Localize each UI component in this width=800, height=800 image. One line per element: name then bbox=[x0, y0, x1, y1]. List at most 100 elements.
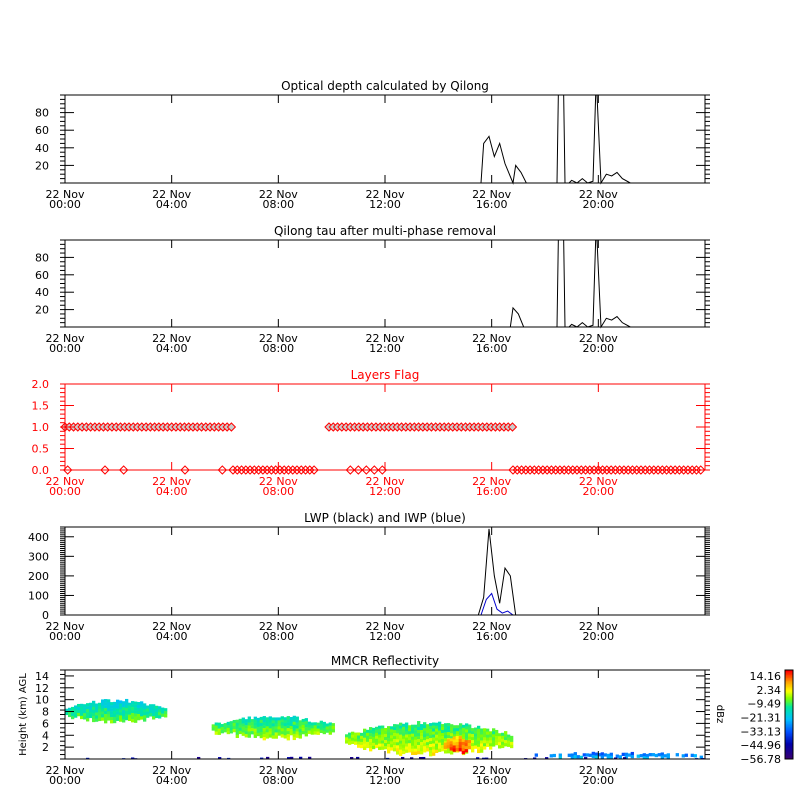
reflectivity-cell bbox=[241, 717, 245, 721]
reflectivity-cell bbox=[510, 741, 514, 746]
reflectivity-cell bbox=[116, 711, 120, 715]
reflectivity-cell bbox=[223, 726, 227, 730]
reflectivity-cell bbox=[241, 720, 245, 724]
reflectivity-cell bbox=[444, 738, 448, 742]
reflectivity-cell bbox=[474, 739, 478, 743]
reflectivity-cell bbox=[259, 719, 263, 724]
flag-marker bbox=[623, 465, 633, 475]
reflectivity-cell bbox=[393, 736, 397, 740]
reflectivity-cell bbox=[393, 739, 397, 743]
reflectivity-cell bbox=[247, 722, 251, 726]
reflectivity-cell bbox=[423, 722, 427, 726]
reflectivity-cell bbox=[438, 736, 442, 740]
reflectivity-cell bbox=[441, 730, 445, 734]
reflectivity-cell bbox=[304, 733, 308, 737]
reflectivity-field bbox=[65, 698, 705, 759]
reflectivity-cell bbox=[435, 725, 439, 729]
reflectivity-cell bbox=[110, 702, 114, 706]
reflectivity-cell bbox=[429, 741, 433, 745]
flag-marker bbox=[228, 465, 238, 475]
reflectivity-cell bbox=[92, 715, 96, 720]
reflectivity-cell bbox=[356, 756, 360, 759]
reflectivity-cell bbox=[125, 701, 129, 706]
flag-marker bbox=[516, 465, 527, 475]
reflectivity-cell bbox=[161, 707, 165, 711]
x-tick-label: 16:00 bbox=[476, 485, 508, 498]
panel-4: LWP (black) and IWP (blue)01002003004002… bbox=[28, 511, 710, 643]
reflectivity-cell bbox=[83, 710, 87, 714]
reflectivity-cell bbox=[396, 739, 400, 743]
reflectivity-cell bbox=[444, 723, 448, 727]
colorbar-tick-label: 2.34 bbox=[757, 684, 782, 697]
reflectivity-cell bbox=[345, 737, 349, 741]
reflectivity-cell bbox=[232, 719, 236, 724]
reflectivity-cell bbox=[486, 743, 490, 747]
reflectivity-cell bbox=[298, 729, 302, 733]
reflectivity-cell bbox=[393, 733, 397, 737]
reflectivity-cell bbox=[432, 722, 436, 726]
reflectivity-cell bbox=[492, 740, 496, 744]
reflectivity-cell bbox=[498, 736, 502, 740]
reflectivity-cell bbox=[104, 720, 108, 724]
reflectivity-cell bbox=[262, 731, 266, 735]
reflectivity-cell bbox=[274, 720, 278, 724]
reflectivity-cell bbox=[401, 756, 405, 759]
flag-marker bbox=[309, 465, 319, 475]
panel-title: Layers Flag bbox=[351, 368, 420, 382]
flag-marker bbox=[670, 465, 680, 475]
reflectivity-cell bbox=[420, 736, 424, 740]
y-axis: 20 40 60 80 bbox=[35, 94, 710, 184]
x-tick-label: 22 Nov bbox=[472, 620, 511, 633]
reflectivity-cell bbox=[331, 723, 335, 727]
reflectivity-cell bbox=[283, 726, 287, 730]
reflectivity-cell bbox=[307, 730, 311, 734]
reflectivity-cell bbox=[65, 711, 69, 716]
reflectivity-cell bbox=[426, 736, 430, 740]
reflectivity-cell bbox=[98, 705, 102, 710]
reflectivity-cell bbox=[86, 718, 90, 722]
reflectivity-cell bbox=[271, 732, 275, 736]
reflectivity-cell bbox=[458, 742, 462, 746]
reflectivity-cell bbox=[74, 711, 78, 715]
reflectivity-cell bbox=[455, 735, 459, 740]
reflectivity-cell bbox=[226, 730, 230, 735]
reflectivity-cell bbox=[449, 744, 453, 748]
reflectivity-cell bbox=[125, 707, 129, 712]
x-tick-label: 22 Nov bbox=[579, 620, 618, 633]
reflectivity-cell bbox=[483, 728, 487, 732]
reflectivity-cell bbox=[244, 731, 248, 735]
reflectivity-cell bbox=[594, 755, 598, 759]
colorbar-swatch bbox=[785, 754, 793, 757]
reflectivity-cell bbox=[504, 737, 508, 741]
reflectivity-cell bbox=[301, 730, 305, 735]
reflectivity-cell bbox=[471, 746, 475, 750]
x-tick-label: 22 Nov bbox=[366, 475, 405, 488]
colorbar-swatch bbox=[785, 671, 793, 674]
reflectivity-cell bbox=[423, 749, 427, 753]
reflectivity-cell bbox=[447, 726, 451, 730]
reflectivity-cell bbox=[402, 735, 406, 740]
reflectivity-cell bbox=[101, 708, 105, 712]
reflectivity-cell bbox=[411, 727, 415, 731]
colorbar-tick-label: −21.31 bbox=[740, 712, 781, 725]
reflectivity-cell bbox=[262, 734, 266, 738]
reflectivity-cell bbox=[68, 713, 72, 718]
reflectivity-cell bbox=[298, 726, 302, 730]
reflectivity-cell bbox=[450, 736, 454, 740]
reflectivity-cell bbox=[450, 733, 454, 737]
flag-marker bbox=[589, 465, 599, 475]
reflectivity-cell bbox=[441, 733, 445, 737]
flag-marker bbox=[691, 465, 702, 475]
reflectivity-cell bbox=[238, 730, 242, 735]
reflectivity-cell bbox=[268, 719, 272, 723]
x-tick-label: 00:00 bbox=[49, 630, 81, 643]
reflectivity-cell bbox=[606, 756, 610, 759]
reflectivity-cell bbox=[588, 753, 592, 757]
x-tick-label: 22 Nov bbox=[366, 620, 405, 633]
flag-marker bbox=[283, 465, 294, 475]
reflectivity-cell bbox=[217, 728, 221, 732]
reflectivity-cell bbox=[113, 701, 117, 706]
reflectivity-cell bbox=[423, 740, 427, 744]
